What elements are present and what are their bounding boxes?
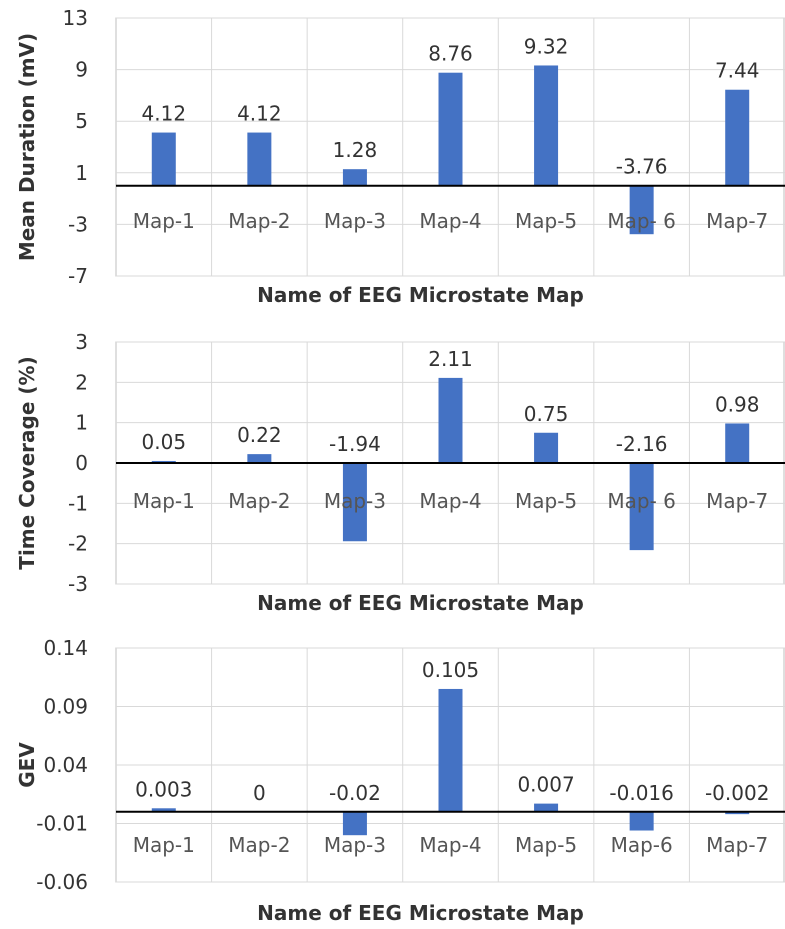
chart-2-data-label: 2.11	[428, 347, 473, 371]
chart-3-category-label: Map-7	[706, 833, 768, 857]
chart-2-ytick-label: -1	[68, 491, 88, 515]
chart-3-category-label: Map-3	[324, 833, 386, 857]
chart-2-ytick-label: 3	[75, 330, 88, 354]
chart-3-bar-6	[629, 811, 654, 831]
chart-1-ytick-label: 5	[75, 109, 88, 133]
chart-1-ytick-label: 13	[63, 6, 88, 30]
chart-1-data-label: 9.32	[524, 34, 569, 58]
chart-2-ytick-label: -2	[68, 532, 88, 556]
chart-1-ytick-label: 1	[75, 161, 88, 185]
chart-1-ytick-label: -3	[68, 212, 88, 236]
chart-1-bar-7	[725, 89, 750, 186]
chart-2-category-label: Map-1	[133, 489, 195, 513]
chart-2-data-label: 0.05	[142, 430, 187, 454]
chart-1-category-label: Map-3	[324, 209, 386, 233]
chart-2-ytick-label: 0	[75, 451, 88, 475]
chart-1-data-label: -3.76	[616, 155, 668, 179]
chart-3-data-label: -0.016	[609, 781, 673, 805]
chart-1-ytick-label: -7	[68, 264, 88, 288]
chart-1-x-axis-title: Name of EEG Microstate Map	[257, 283, 584, 307]
chart-2-category-label: Map-4	[419, 489, 481, 513]
chart-2-category-label: Map-7	[706, 489, 768, 513]
chart-3-bar-1	[151, 808, 176, 812]
chart-2-data-label: -2.16	[616, 432, 668, 456]
chart-2-bar-4	[438, 377, 463, 463]
chart-2-ytick-label: 2	[75, 370, 88, 394]
chart-1-category-label: Map-5	[515, 209, 577, 233]
chart-1-category-label: Map-7	[706, 209, 768, 233]
chart-2-bar-2	[247, 454, 272, 463]
chart-3-category-label: Map-5	[515, 833, 577, 857]
chart-3-data-label: 0.003	[135, 777, 192, 801]
chart-1-category-label: Map-4	[419, 209, 481, 233]
chart-1-ytick-label: 9	[75, 58, 88, 82]
chart-3-bar-5	[534, 803, 559, 812]
chart-2-bar-1	[151, 460, 176, 463]
chart-3-category-label: Map-4	[419, 833, 481, 857]
chart-3-data-label: 0.007	[517, 773, 574, 797]
chart-3-data-label: -0.002	[705, 781, 769, 805]
chart-3-ytick-label: -0.01	[36, 812, 88, 836]
chart-3-bar-7	[725, 811, 750, 815]
chart-1-y-axis-title: Mean Duration (mV)	[15, 33, 39, 261]
chart-3-data-label: -0.02	[329, 781, 381, 805]
chart-2-category-label: Map-5	[515, 489, 577, 513]
chart-3-x-axis-title: Name of EEG Microstate Map	[257, 901, 584, 925]
chart-2-bar-7	[725, 423, 750, 463]
chart-3-category-label: Map-1	[133, 833, 195, 857]
chart-1-data-label: 8.76	[428, 42, 473, 66]
chart-2-x-axis-title: Name of EEG Microstate Map	[257, 591, 584, 615]
chart-3-ytick-label: 0.04	[43, 753, 88, 777]
chart-1-bar-3	[342, 169, 367, 186]
chart-3-ytick-label: 0.09	[43, 695, 88, 719]
chart-1-bar-2	[247, 132, 272, 186]
chart-2-category-label: Map-2	[228, 489, 290, 513]
chart-2-ytick-label: 1	[75, 411, 88, 435]
chart-2-data-label: 0.22	[237, 423, 282, 447]
chart-3-bar-3	[342, 811, 367, 836]
chart-1-bar-4	[438, 72, 463, 186]
chart-3-bar-4	[438, 688, 463, 812]
chart-2-bar-3	[342, 463, 367, 542]
chart-1-category-label: Map-1	[133, 209, 195, 233]
chart-1-bar-6	[629, 185, 654, 235]
chart-3-category-label: Map-2	[228, 833, 290, 857]
chart-2-bar-6	[629, 463, 654, 551]
chart-3-data-label: 0.105	[422, 658, 479, 682]
chart-2-y-axis-title: Time Coverage (%)	[15, 356, 39, 569]
chart-1-bar-1	[151, 132, 176, 186]
chart-2-category-label: Map-3	[324, 489, 386, 513]
chart-2-ytick-label: -3	[68, 572, 88, 596]
chart-2-data-label: 0.98	[715, 392, 760, 416]
chart-3-data-label: 0	[253, 781, 266, 805]
chart-2-category-label: Map- 6	[607, 489, 676, 513]
chart-1-category-label: Map-2	[228, 209, 290, 233]
chart-3-category-label: Map-6	[611, 833, 673, 857]
chart-3-ytick-label: 0.14	[43, 636, 88, 660]
chart-1-data-label: 4.12	[142, 102, 187, 126]
chart-1-bar-5	[534, 65, 559, 186]
chart-1-data-label: 1.28	[333, 138, 378, 162]
chart-3-y-axis-title: GEV	[15, 742, 39, 788]
chart-2-data-label: 0.75	[524, 402, 569, 426]
chart-1-data-label: 4.12	[237, 102, 282, 126]
chart-2-bar-5	[534, 432, 559, 463]
chart-3-ytick-label: -0.06	[36, 870, 88, 894]
chart-1-category-label: Map- 6	[607, 209, 676, 233]
chart-1-data-label: 7.44	[715, 59, 760, 83]
chart-2-data-label: -1.94	[329, 432, 381, 456]
